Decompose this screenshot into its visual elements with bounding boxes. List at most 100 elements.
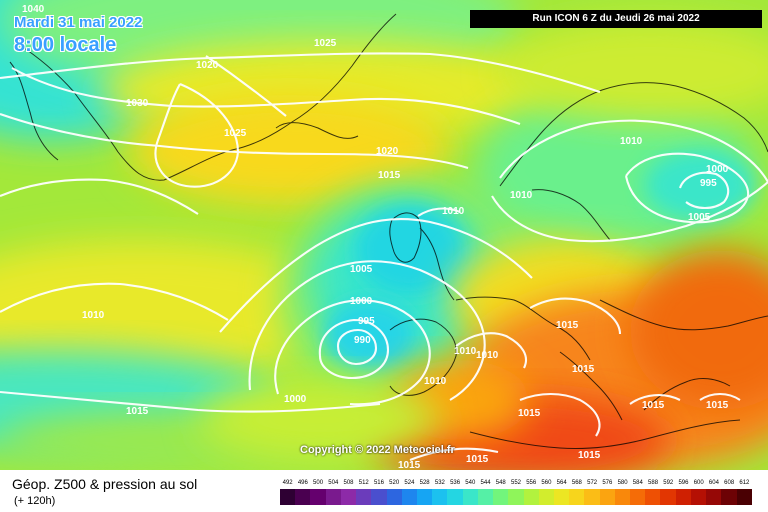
scale-label: 592	[663, 480, 674, 486]
geopotential-field	[0, 0, 768, 470]
scale-label: 604	[708, 480, 719, 486]
isobar-label: 1015	[556, 320, 579, 331]
scale-swatch	[645, 489, 661, 505]
scale-label: 612	[739, 480, 750, 486]
scale-label: 544	[480, 480, 491, 486]
isobar-label: 1020	[376, 146, 399, 157]
scale-label: 492	[282, 480, 293, 486]
scale-swatch	[584, 489, 600, 505]
scale-swatch	[553, 489, 570, 505]
isobar-label: 1000	[706, 164, 729, 175]
isobar-label: 1030	[126, 98, 149, 109]
scale-swatch	[523, 489, 539, 505]
isobar-label: 1010	[454, 346, 477, 357]
isobar-label: 1015	[706, 400, 729, 411]
scale-label: 560	[541, 480, 552, 486]
scale-bar	[280, 489, 752, 505]
scale-swatch	[462, 489, 478, 505]
copyright-text: Copyright © 2022 Meteociel.fr	[300, 444, 455, 456]
forecast-date: Mardi 31 mai 2022	[14, 14, 143, 31]
scale-label: 596	[678, 480, 689, 486]
scale-label: 496	[297, 480, 308, 486]
isobar-label: 1010	[510, 190, 533, 201]
isobar-label: 1010	[424, 376, 447, 387]
scale-label: 572	[587, 480, 598, 486]
scale-swatch	[295, 489, 311, 505]
scale-swatch	[630, 489, 646, 505]
scale-swatch	[386, 489, 402, 505]
scale-label: 528	[419, 480, 430, 486]
isobar-label: 1005	[688, 212, 711, 223]
scale-swatch	[356, 489, 372, 505]
isobar-label: 1015	[466, 454, 489, 465]
isobar-label: 1015	[378, 170, 401, 181]
isobar-label: 1015	[398, 460, 421, 470]
isobar-label: 1025	[314, 38, 337, 49]
isobar-label: 1010	[620, 136, 643, 147]
weather-map: 1040 1025 1020 1030 1025 1020 1015 1010 …	[0, 0, 768, 470]
scale-swatch	[569, 489, 585, 505]
scale-label: 508	[343, 480, 354, 486]
isobar-label: 1000	[350, 296, 373, 307]
scale-label: 540	[465, 480, 476, 486]
isobar-label: 1040	[22, 4, 45, 15]
scale-label: 600	[693, 480, 704, 486]
scale-label: 536	[450, 480, 461, 486]
scale-swatch	[538, 489, 554, 505]
scale-swatch	[310, 489, 326, 505]
map-subtitle: (+ 120h)	[14, 495, 56, 507]
scale-swatch	[447, 489, 463, 505]
coastlines	[9, 13, 768, 449]
scale-label: 520	[389, 480, 400, 486]
scale-label: 568	[571, 480, 582, 486]
scale-swatch	[690, 489, 707, 505]
scale-label: 608	[724, 480, 735, 486]
scale-label: 500	[313, 480, 324, 486]
scale-swatch	[675, 489, 691, 505]
isobar-label: 1025	[224, 128, 247, 139]
isobar-label: 1010	[442, 206, 465, 217]
scale-label: 584	[632, 480, 643, 486]
pressure-geopotential-map: 1040 1025 1020 1030 1025 1020 1015 1010 …	[0, 0, 768, 470]
scale-label: 512	[358, 480, 369, 486]
isobar-label: 1010	[476, 350, 499, 361]
scale-swatch	[401, 489, 417, 505]
isobar-label: 1000	[284, 394, 307, 405]
scale-label: 556	[526, 480, 537, 486]
scale-swatch	[371, 489, 387, 505]
scale-swatch	[599, 489, 615, 505]
scale-swatch	[736, 489, 752, 505]
map-title: Géop. Z500 & pression au sol	[12, 476, 198, 492]
isobar-label: 995	[700, 178, 717, 189]
scale-label: 516	[373, 480, 384, 486]
run-info: Run ICON 6 Z du Jeudi 26 mai 2022	[470, 10, 762, 28]
isobar-labels: 1040 1025 1020 1030 1025 1020 1015 1010 …	[22, 4, 729, 470]
isobar-label: 1020	[196, 60, 219, 71]
isobar-label: 1015	[642, 400, 665, 411]
scale-swatch	[477, 489, 494, 505]
scale-label: 588	[648, 480, 659, 486]
scale-label: 564	[556, 480, 567, 486]
color-scale: 492 496 500 504 508 512 516 520 524 528 532 536 540 5…	[280, 480, 752, 508]
scale-label: 552	[510, 480, 522, 486]
scale-swatch	[340, 489, 357, 505]
footer: Géop. Z500 & pression au sol (+ 120h) 49…	[0, 470, 768, 512]
scale-swatch	[280, 489, 296, 505]
scale-swatch	[325, 489, 341, 505]
isobars	[0, 52, 768, 461]
scale-labels: 492 496 500 504 508 512 516 520 524 528 532 536 540 5…	[280, 480, 752, 490]
isobar-label: 1015	[578, 450, 601, 461]
scale-swatch	[416, 489, 433, 505]
scale-swatch	[432, 489, 448, 505]
isobar-label: 1015	[126, 406, 149, 417]
scale-swatch	[508, 489, 524, 505]
forecast-time: 8:00 locale	[14, 34, 117, 56]
scale-label: 548	[495, 480, 506, 486]
isobar-label: 1005	[350, 264, 373, 275]
scale-label: 524	[404, 480, 415, 486]
scale-swatch	[660, 489, 676, 505]
scale-label: 576	[602, 480, 613, 486]
isobar-label: 990	[354, 335, 371, 346]
isobar-label: 995	[358, 316, 375, 327]
isobar-label: 1010	[82, 310, 105, 321]
